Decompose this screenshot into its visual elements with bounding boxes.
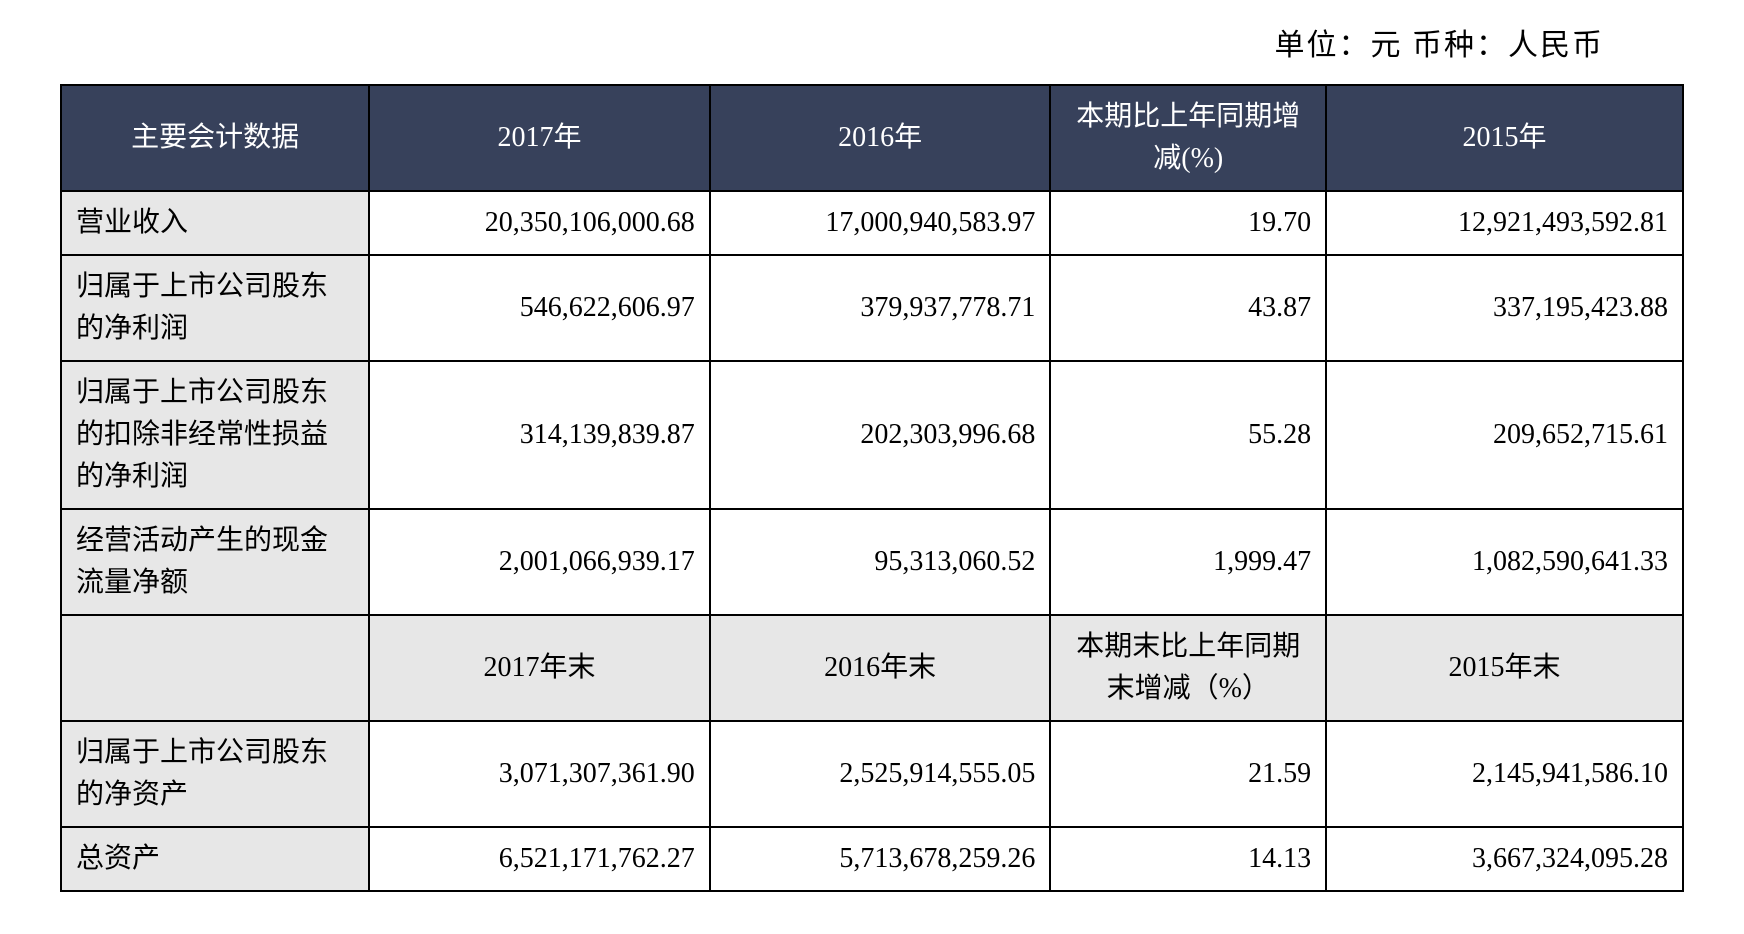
row-label: 总资产 xyxy=(61,827,369,891)
cell-pct: 43.87 xyxy=(1050,255,1326,361)
table-header-row: 主要会计数据 2017年 2016年 本期比上年同期增减(%) 2015年 xyxy=(61,85,1683,191)
table-row: 营业收入 20,350,106,000.68 17,000,940,583.97… xyxy=(61,191,1683,255)
cell-2016: 2,525,914,555.05 xyxy=(710,721,1051,827)
row-label: 归属于上市公司股东的净资产 xyxy=(61,721,369,827)
table-row: 归属于上市公司股东的净资产 3,071,307,361.90 2,525,914… xyxy=(61,721,1683,827)
cell-2015: 337,195,423.88 xyxy=(1326,255,1683,361)
subheader-pct-change: 本期末比上年同期末增减（%） xyxy=(1050,615,1326,721)
subheader-2015-end: 2015年末 xyxy=(1326,615,1683,721)
cell-pct: 1,999.47 xyxy=(1050,509,1326,615)
header-main-metrics: 主要会计数据 xyxy=(61,85,369,191)
cell-2016: 379,937,778.71 xyxy=(710,255,1051,361)
cell-2017: 546,622,606.97 xyxy=(369,255,710,361)
table-subheader-row: 2017年末 2016年末 本期末比上年同期末增减（%） 2015年末 xyxy=(61,615,1683,721)
header-2017: 2017年 xyxy=(369,85,710,191)
cell-pct: 21.59 xyxy=(1050,721,1326,827)
row-label: 经营活动产生的现金流量净额 xyxy=(61,509,369,615)
cell-2016: 202,303,996.68 xyxy=(710,361,1051,509)
cell-2016: 5,713,678,259.26 xyxy=(710,827,1051,891)
cell-2015: 3,667,324,095.28 xyxy=(1326,827,1683,891)
cell-2015: 12,921,493,592.81 xyxy=(1326,191,1683,255)
cell-2015: 1,082,590,641.33 xyxy=(1326,509,1683,615)
subheader-blank xyxy=(61,615,369,721)
table-row: 经营活动产生的现金流量净额 2,001,066,939.17 95,313,06… xyxy=(61,509,1683,615)
cell-2016: 95,313,060.52 xyxy=(710,509,1051,615)
cell-2017: 314,139,839.87 xyxy=(369,361,710,509)
unit-currency-line: 单位：元 币种：人民币 xyxy=(60,20,1684,64)
cell-2017: 6,521,171,762.27 xyxy=(369,827,710,891)
cell-pct: 19.70 xyxy=(1050,191,1326,255)
cell-2017: 3,071,307,361.90 xyxy=(369,721,710,827)
header-2015: 2015年 xyxy=(1326,85,1683,191)
financial-data-table: 主要会计数据 2017年 2016年 本期比上年同期增减(%) 2015年 营业… xyxy=(60,84,1684,892)
row-label: 归属于上市公司股东的扣除非经常性损益的净利润 xyxy=(61,361,369,509)
cell-2017: 2,001,066,939.17 xyxy=(369,509,710,615)
table-row: 总资产 6,521,171,762.27 5,713,678,259.26 14… xyxy=(61,827,1683,891)
cell-2015: 2,145,941,586.10 xyxy=(1326,721,1683,827)
row-label: 营业收入 xyxy=(61,191,369,255)
cell-2017: 20,350,106,000.68 xyxy=(369,191,710,255)
cell-pct: 14.13 xyxy=(1050,827,1326,891)
cell-pct: 55.28 xyxy=(1050,361,1326,509)
cell-2016: 17,000,940,583.97 xyxy=(710,191,1051,255)
table-row: 归属于上市公司股东的扣除非经常性损益的净利润 314,139,839.87 20… xyxy=(61,361,1683,509)
row-label: 归属于上市公司股东的净利润 xyxy=(61,255,369,361)
header-2016: 2016年 xyxy=(710,85,1051,191)
subheader-2016-end: 2016年末 xyxy=(710,615,1051,721)
table-row: 归属于上市公司股东的净利润 546,622,606.97 379,937,778… xyxy=(61,255,1683,361)
cell-2015: 209,652,715.61 xyxy=(1326,361,1683,509)
header-pct-change: 本期比上年同期增减(%) xyxy=(1050,85,1326,191)
subheader-2017-end: 2017年末 xyxy=(369,615,710,721)
